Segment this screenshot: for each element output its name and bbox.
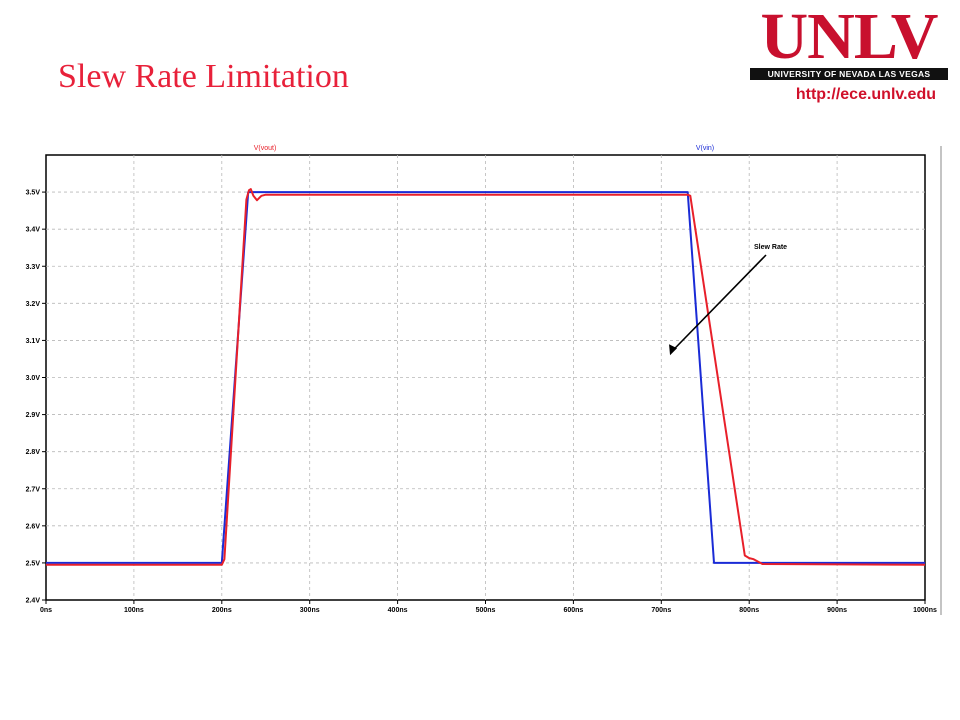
y-tick-label: 2.5V bbox=[26, 560, 41, 567]
trace-label-vvout: V(vout) bbox=[254, 145, 277, 152]
x-tick-label: 200ns bbox=[212, 607, 232, 614]
y-tick-label: 3.5V bbox=[26, 190, 41, 197]
trace-label-vvin: V(vin) bbox=[696, 145, 714, 152]
x-tick-label: 800ns bbox=[739, 607, 759, 614]
annotation-label: Slew Rate bbox=[754, 244, 787, 251]
y-tick-label: 3.1V bbox=[26, 338, 41, 345]
y-tick-label: 3.0V bbox=[26, 375, 41, 382]
x-tick-label: 600ns bbox=[563, 607, 583, 614]
x-tick-label: 0ns bbox=[40, 607, 52, 614]
x-tick-label: 500ns bbox=[476, 607, 496, 614]
x-tick-label: 700ns bbox=[651, 607, 671, 614]
y-tick-label: 2.9V bbox=[26, 412, 41, 419]
x-tick-label: 400ns bbox=[388, 607, 408, 614]
x-tick-label: 1000ns bbox=[913, 607, 937, 614]
y-tick-label: 3.2V bbox=[26, 301, 41, 308]
y-tick-label: 2.6V bbox=[26, 523, 41, 530]
x-tick-label: 900ns bbox=[827, 607, 847, 614]
x-tick-label: 100ns bbox=[124, 607, 144, 614]
y-tick-label: 2.7V bbox=[26, 486, 41, 493]
x-tick-label: 300ns bbox=[300, 607, 320, 614]
y-tick-label: 3.4V bbox=[26, 227, 41, 234]
y-tick-label: 2.8V bbox=[26, 449, 41, 456]
y-tick-label: 2.4V bbox=[26, 598, 41, 605]
y-tick-label: 3.3V bbox=[26, 264, 41, 271]
